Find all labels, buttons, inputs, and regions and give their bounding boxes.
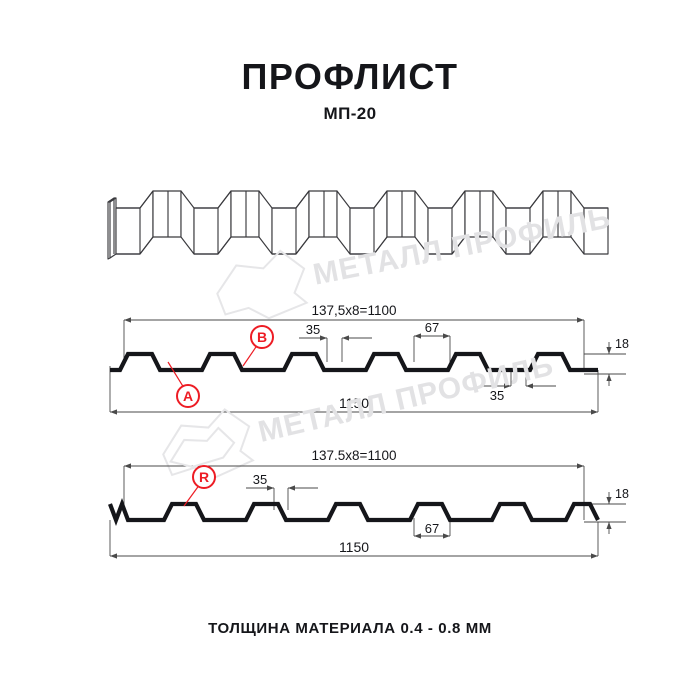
dim-rib-crest-bottom: 67: [425, 521, 439, 536]
profile-outline-top: [110, 351, 598, 373]
dim-rib-width-top: 35: [306, 322, 320, 337]
dim-height-bottom: 18: [615, 487, 629, 501]
callout-b: B: [242, 325, 274, 367]
dim-pitch-bottom: 137.5x8=1100: [312, 448, 397, 463]
section-bottom: 137.5x8=1100 1150 35 67 18 R: [96, 440, 636, 576]
material-thickness-note: ТОЛЩИНА МАТЕРИАЛА 0.4 - 0.8 ММ: [208, 620, 492, 637]
callout-a-label: A: [183, 388, 193, 404]
callout-r-label: R: [199, 469, 209, 485]
dim-pitch-top: 137,5x8=1100: [312, 303, 397, 318]
isometric-view: [96, 158, 616, 288]
profile-outline-bottom: [108, 498, 600, 526]
dim-height-top: 18: [615, 337, 629, 351]
callout-a: A: [167, 361, 200, 408]
dim-rib-crest-top: 67: [425, 320, 439, 335]
dim-rib-width-bottom-top: 35: [490, 388, 504, 403]
dim-total-width-top: 1150: [339, 395, 369, 411]
dim-rib-width-bottom: 35: [253, 472, 267, 487]
dim-total-width-bottom: 1150: [339, 539, 369, 555]
section-top: 137,5x8=1100 1150 35 67 35 18 A B: [96, 296, 636, 432]
page-title: ПРОФЛИСТ: [241, 56, 459, 97]
page-subtitle: МП-20: [323, 104, 377, 123]
callout-r: R: [183, 465, 216, 507]
callout-b-label: B: [257, 329, 267, 345]
